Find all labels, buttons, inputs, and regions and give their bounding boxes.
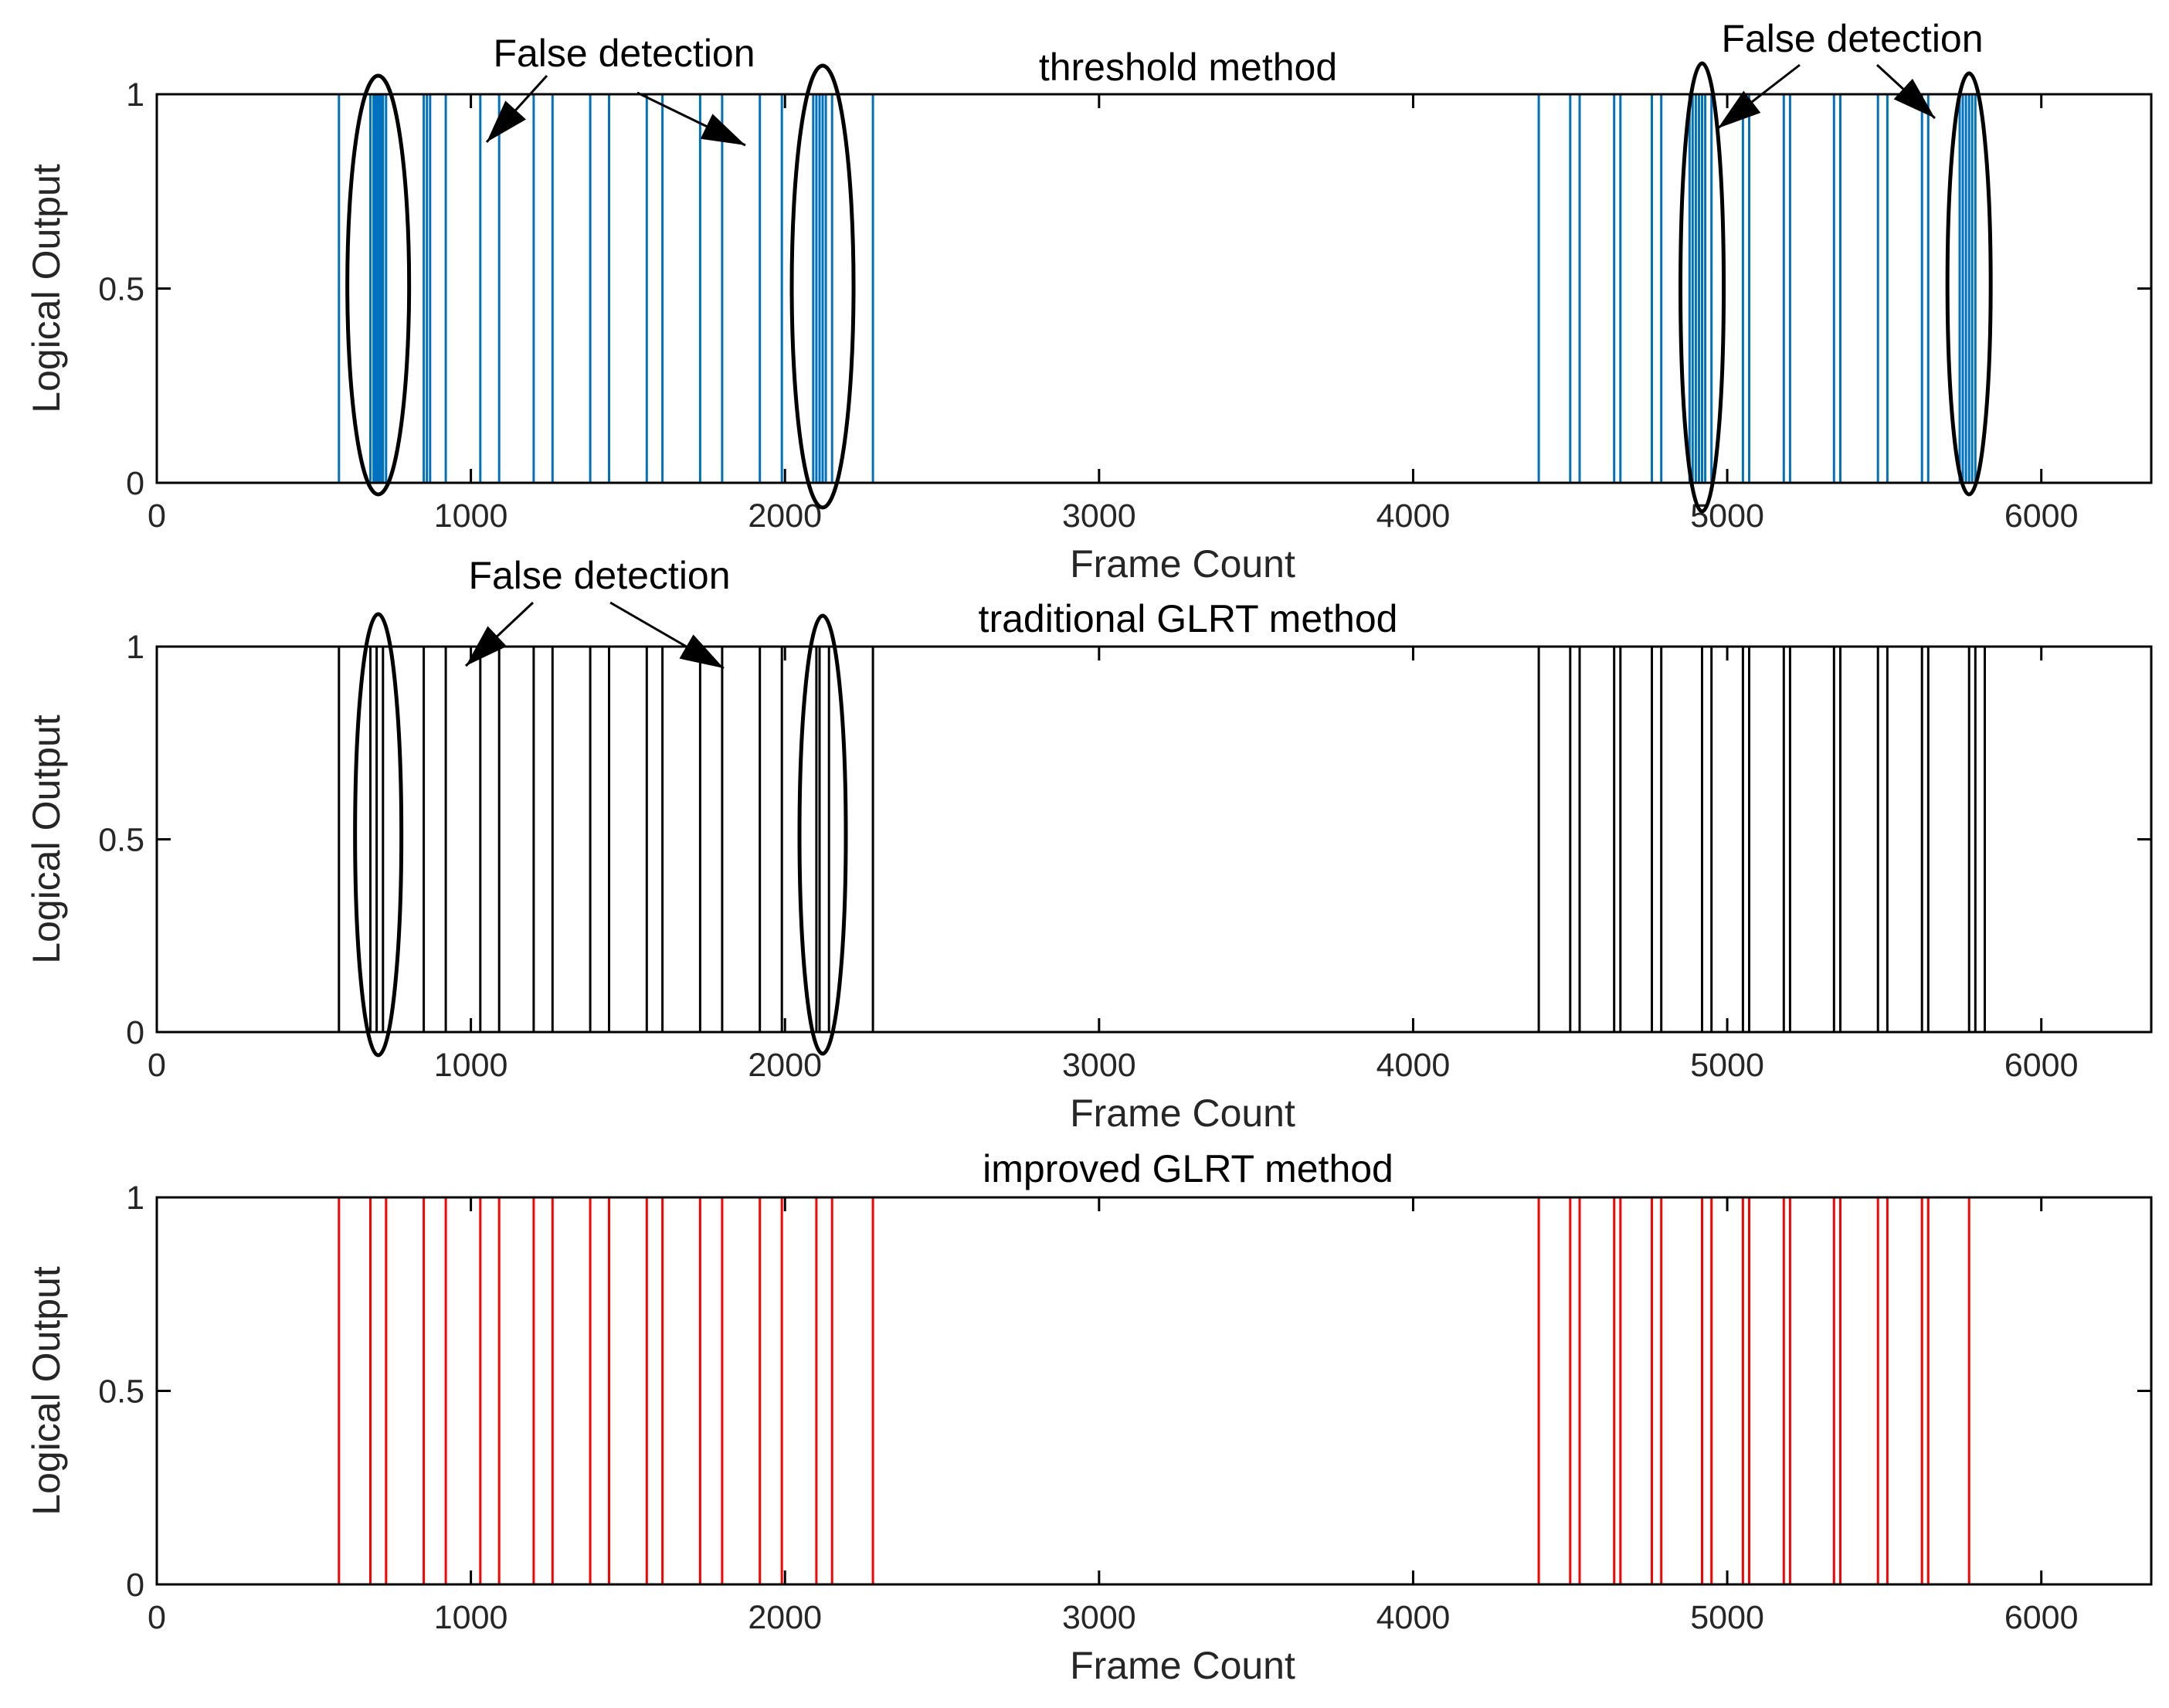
annotation-arrowhead — [1718, 90, 1761, 128]
x-tick-label: 5000 — [1690, 1599, 1764, 1636]
annotation-arrowhead — [700, 114, 745, 145]
x-tick-label: 1000 — [434, 497, 508, 535]
x-tick-label: 0 — [148, 497, 166, 535]
y-tick-label: 0 — [126, 465, 144, 502]
x-tick-label: 6000 — [2004, 1047, 2079, 1084]
x-axis-label: Frame Count — [1070, 542, 1295, 586]
ticks — [155, 93, 2151, 484]
x-tick-label: 3000 — [1062, 497, 1136, 535]
annotation-arrowhead — [679, 634, 724, 668]
annotation-label: False detection — [468, 554, 730, 597]
false-detection-ellipse — [797, 613, 848, 1056]
x-tick-label: 0 — [148, 1599, 166, 1636]
x-tick-label: 6000 — [2004, 497, 2079, 535]
annotation-arrowhead — [1893, 78, 1935, 118]
y-tick-labels: 0 0.5 1 — [98, 629, 144, 1051]
x-axis-label: Frame Count — [1070, 1092, 1295, 1135]
x-tick-label: 4000 — [1376, 1047, 1451, 1084]
panel-title: traditional GLRT method — [979, 597, 1398, 640]
annotation-shapes — [353, 601, 848, 1058]
annotation-label: False detection — [1721, 17, 1983, 60]
y-tick-label: 1 — [126, 1180, 144, 1217]
signal-line — [157, 93, 2151, 484]
x-tick-label: 4000 — [1376, 1599, 1451, 1636]
x-tick-label: 5000 — [1690, 497, 1764, 535]
y-tick-label: 0.5 — [98, 271, 144, 308]
y-axis-label: Logical Output — [25, 715, 68, 964]
panel-improved-glrt: 0 1000 2000 3000 4000 5000 6000 0 0.5 1 … — [25, 1147, 2153, 1687]
false-detection-ellipse — [789, 63, 856, 510]
ticks — [155, 645, 2151, 1034]
panel-traditional-glrt: 0 1000 2000 3000 4000 5000 6000 0 0.5 1 … — [25, 554, 2153, 1135]
annotation-shapes — [345, 61, 1993, 514]
panel-title: threshold method — [1039, 46, 1337, 89]
y-tick-labels: 0 0.5 1 — [98, 1180, 144, 1604]
annotation-arrowhead — [487, 100, 526, 142]
x-tick-label: 2000 — [748, 1599, 822, 1636]
y-tick-label: 0 — [126, 1014, 144, 1051]
y-tick-label: 0 — [126, 1567, 144, 1604]
x-tick-label: 2000 — [748, 1047, 822, 1084]
ticks — [155, 1196, 2151, 1586]
x-tick-label: 1000 — [434, 1047, 508, 1084]
y-axis-label: Logical Output — [25, 1266, 68, 1516]
x-axis-label: Frame Count — [1070, 1644, 1295, 1687]
x-tick-label: 5000 — [1690, 1047, 1764, 1084]
x-tick-labels: 0 1000 2000 3000 4000 5000 6000 — [148, 1047, 2078, 1084]
annotation-label: False detection — [493, 32, 755, 75]
annotations: False detection — [468, 554, 730, 597]
y-tick-label: 1 — [126, 629, 144, 666]
x-tick-label: 3000 — [1062, 1599, 1136, 1636]
annotation-arrowhead — [466, 626, 507, 666]
x-tick-label: 0 — [148, 1047, 166, 1084]
false-detection-ellipse — [353, 612, 404, 1058]
x-tick-label: 1000 — [434, 1599, 508, 1636]
false-detection-ellipse — [1945, 71, 1993, 497]
false-detection-ellipse — [345, 73, 412, 497]
y-tick-label: 1 — [126, 76, 144, 114]
false-detection-ellipse — [1679, 61, 1726, 514]
x-tick-label: 3000 — [1062, 1047, 1136, 1084]
x-tick-label: 6000 — [2004, 1599, 2079, 1636]
x-tick-label: 4000 — [1376, 497, 1451, 535]
x-tick-labels: 0 1000 2000 3000 4000 5000 6000 — [148, 1599, 2078, 1636]
x-tick-labels: 0 1000 2000 3000 4000 5000 6000 — [148, 497, 2078, 535]
y-tick-labels: 0 0.5 1 — [98, 76, 144, 502]
y-tick-label: 0.5 — [98, 822, 144, 859]
panel-title: improved GLRT method — [983, 1147, 1393, 1190]
x-tick-label: 2000 — [748, 497, 822, 535]
y-tick-label: 0.5 — [98, 1374, 144, 1411]
annotations: False detection False detection — [493, 17, 1983, 75]
panel-threshold: 0 1000 2000 3000 4000 5000 6000 0 0.5 1 … — [25, 17, 2153, 586]
y-axis-label: Logical Output — [25, 164, 68, 413]
